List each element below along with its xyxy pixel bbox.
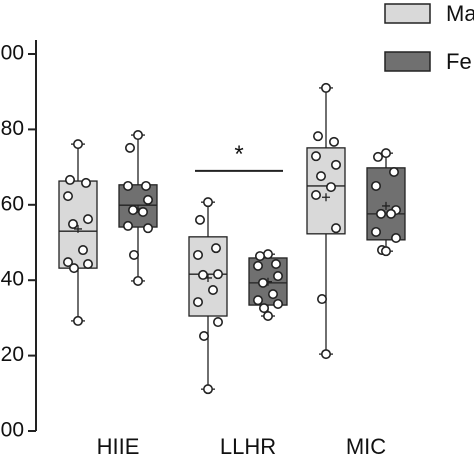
data-point <box>123 180 134 191</box>
data-point <box>320 82 331 93</box>
data-point <box>81 177 92 188</box>
data-point <box>272 271 283 282</box>
box <box>306 147 346 235</box>
legend-label: Fe <box>446 49 472 74</box>
data-point <box>272 298 283 309</box>
y-tick-label: 40 <box>1 268 24 291</box>
data-point <box>380 246 391 257</box>
data-point <box>370 226 381 237</box>
data-point <box>208 285 219 296</box>
data-point <box>262 311 273 322</box>
data-point <box>270 258 281 269</box>
data-point <box>213 317 224 328</box>
data-point <box>213 269 224 280</box>
data-point <box>262 249 273 260</box>
x-tick-label: HIIE <box>97 434 140 459</box>
data-point <box>310 151 321 162</box>
data-point <box>330 159 341 170</box>
data-point <box>385 208 396 219</box>
data-point <box>83 258 94 269</box>
data-point <box>133 275 144 286</box>
data-point <box>390 232 401 243</box>
mean-marker <box>322 193 330 202</box>
data-point <box>388 167 399 178</box>
data-point <box>143 223 154 234</box>
legend-swatch <box>384 51 431 72</box>
data-point <box>257 277 268 288</box>
data-point <box>258 303 269 314</box>
data-point <box>267 289 278 300</box>
y-tick-label: 00 <box>1 42 24 65</box>
data-point <box>330 223 341 234</box>
data-point <box>370 180 381 191</box>
data-point <box>69 263 80 274</box>
data-point <box>195 214 206 225</box>
data-point <box>253 260 264 271</box>
data-point <box>123 220 134 231</box>
data-point <box>316 294 327 305</box>
legend-label: Ma <box>446 1 474 26</box>
data-point <box>83 214 94 225</box>
data-point <box>62 191 73 202</box>
significance-label: * <box>234 141 243 168</box>
data-point <box>138 206 149 217</box>
data-point <box>199 330 210 341</box>
data-point <box>198 269 209 280</box>
data-point <box>78 245 89 256</box>
x-tick-label: LLHR <box>220 434 276 459</box>
y-tick-label: 20 <box>1 343 24 366</box>
data-point <box>372 151 383 162</box>
data-point <box>310 189 321 200</box>
data-point <box>203 197 214 208</box>
mean-marker <box>382 201 390 210</box>
y-tick-label: 80 <box>1 117 24 140</box>
x-tick-label: MIC <box>346 434 386 459</box>
data-point <box>193 249 204 260</box>
data-point <box>380 148 391 159</box>
data-point <box>193 297 204 308</box>
data-point <box>255 251 266 262</box>
data-point <box>128 205 139 216</box>
mean-marker <box>74 224 82 233</box>
data-point <box>125 142 136 153</box>
data-point <box>133 130 144 141</box>
data-point <box>253 295 264 306</box>
data-point <box>320 349 331 360</box>
data-point <box>325 182 336 193</box>
legend-swatch <box>384 3 431 24</box>
data-point <box>143 194 154 205</box>
data-point <box>315 171 326 182</box>
y-tick-label: 60 <box>1 192 24 215</box>
data-point <box>129 249 140 260</box>
data-point <box>375 208 386 219</box>
data-point <box>73 315 84 326</box>
data-point <box>328 136 339 147</box>
data-point <box>73 139 84 150</box>
data-point <box>68 219 79 230</box>
data-point <box>62 257 73 268</box>
data-point <box>141 180 152 191</box>
data-point <box>65 174 76 185</box>
y-tick-label: 00 <box>1 419 24 442</box>
data-point <box>312 131 323 142</box>
data-point <box>203 384 214 395</box>
data-point <box>211 243 222 254</box>
